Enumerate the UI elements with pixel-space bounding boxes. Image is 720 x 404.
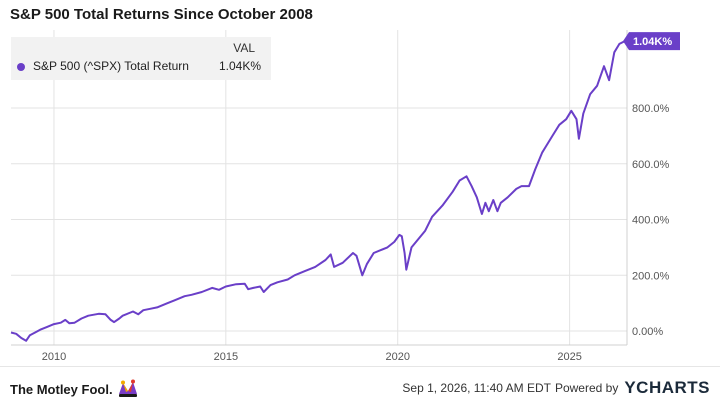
jester-hat-icon [118, 379, 137, 397]
y-tick-label: 200.0% [632, 270, 670, 282]
end-value-label: 1.04K% [633, 36, 672, 48]
series-layer [10, 40, 627, 342]
y-tick-label: 0.00% [632, 326, 663, 338]
legend-series-value: 1.04K% [218, 59, 261, 73]
y-tick-label: 600.0% [632, 159, 670, 171]
powered-by-label: Powered by [554, 381, 619, 395]
brand-name: The Motley Fool. [10, 381, 113, 397]
x-tick-label: 2010 [42, 351, 66, 363]
x-tick-label: 2020 [385, 351, 409, 363]
legend-series-name: S&P 500 (^SPX) Total Return [33, 59, 189, 73]
y-tick-label: 400.0% [632, 215, 670, 227]
motley-fool-brand[interactable]: The Motley Fool. [10, 378, 139, 400]
legend: VAL S&P 500 (^SPX) Total Return 1.04K% [11, 37, 271, 80]
ycharts-logo-icon: YCHARTS [624, 378, 710, 397]
legend-series-swatch [17, 63, 25, 71]
grid-layer [11, 30, 628, 346]
end-badge-layer: 1.04K% [623, 32, 680, 51]
footer-divider [0, 366, 720, 367]
page-title: S&P 500 Total Returns Since October 2008 [10, 6, 313, 23]
x-axis: 2010 2015 2020 2025 [42, 351, 582, 363]
end-value-badge [623, 32, 680, 51]
legend-item[interactable]: S&P 500 (^SPX) Total Return 1.04K% [17, 59, 261, 75]
timestamp: Sep 1, 2026, 11:40 AM EDT [402, 381, 551, 395]
footer-attribution: Sep 1, 2026, 11:40 AM EDT Powered by YCH… [402, 378, 710, 398]
ycharts-logo[interactable]: YCHARTS [624, 378, 710, 398]
y-axis: 0.00% 200.0% 400.0% 600.0% 800.0% [632, 103, 670, 338]
line-chart: 2010 2015 2020 2025 0.00% 200.0% 400.0% 600.0%… [10, 30, 680, 363]
legend-value-header: VAL [233, 41, 255, 55]
series-line [10, 40, 627, 342]
x-tick-label: 2025 [557, 351, 581, 363]
x-tick-label: 2015 [214, 351, 238, 363]
y-tick-label: 800.0% [632, 103, 670, 115]
